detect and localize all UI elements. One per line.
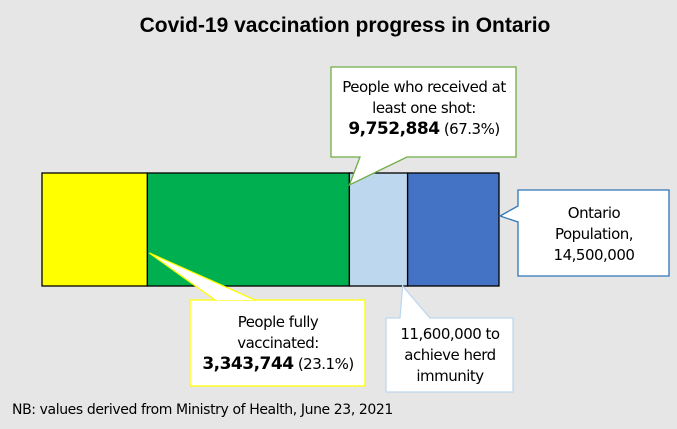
callout-text: 11,600,000 to (400, 325, 500, 343)
callout-box-fully (189, 299, 366, 387)
callout-box-herd (385, 284, 514, 393)
callout-value: 3,343,744 (202, 354, 294, 374)
callout-tail-line-fully (149, 252, 256, 301)
callout-text: People fully (237, 313, 319, 331)
chart-title: Covid-19 vaccination progress in Ontario (139, 14, 551, 37)
callout-text: People who received at (342, 78, 506, 96)
bar-segment-0 (41, 172, 149, 287)
bar-segment-3 (406, 172, 500, 287)
callout-text: 14,500,000 (553, 246, 635, 264)
callout-text: vaccinated: (237, 334, 319, 352)
callout-text: Ontario (567, 204, 621, 222)
callout-one-shot: People who received at least one shot: 9… (331, 77, 517, 140)
callout-box-population (498, 189, 670, 277)
callout-text: Population, (554, 225, 634, 243)
callout-text: immunity (416, 367, 484, 385)
callout-herd: 11,600,000 to achieve herd immunity (386, 324, 514, 387)
callout-value: 9,752,884 (348, 119, 440, 139)
bar-segment-2 (348, 172, 409, 287)
callout-fully: People fully vaccinated: 3,343,744 (23.1… (190, 312, 366, 375)
source-note: NB: values derived from Ministry of Heal… (12, 402, 393, 418)
callout-box-one-shot (330, 66, 517, 187)
callout-population: Ontario Population, 14,500,000 (518, 203, 670, 266)
callout-pct: (67.3%) (443, 120, 500, 138)
callout-text: least one shot: (372, 99, 476, 117)
callout-pct: (23.1%) (297, 355, 354, 373)
callout-text: achieve herd (404, 346, 496, 364)
